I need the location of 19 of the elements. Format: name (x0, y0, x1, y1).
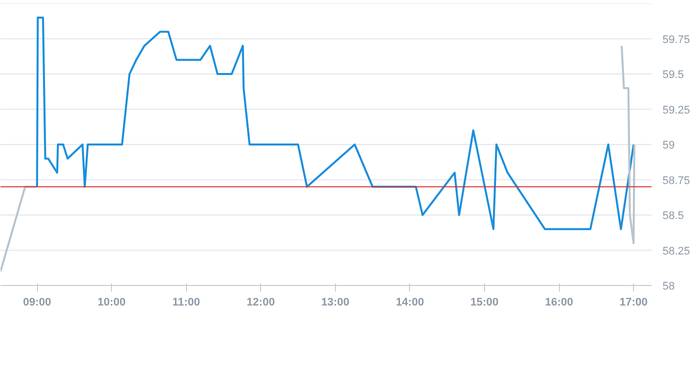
line-series (620, 44, 636, 244)
x-tick-label: 09:00 (22, 296, 52, 308)
x-tick-label: 12:00 (246, 296, 275, 308)
x-tick-label: 14:00 (396, 296, 424, 308)
x-tick-label: 11:00 (172, 296, 200, 308)
x-tick-label: 15:00 (470, 296, 499, 308)
x-tick-label: 16:00 (544, 296, 574, 308)
y-tick-label: 58.5 (662, 210, 684, 222)
y-tick-label: 59 (662, 140, 675, 152)
y-tick-label: 58.25 (662, 245, 690, 258)
x-tick-label: 17:00 (620, 296, 648, 308)
y-tick-label: 59.75 (662, 34, 690, 46)
y-tick-label: 58 (662, 280, 675, 292)
y-tick-label: 58.75 (662, 174, 690, 187)
line-series (36, 16, 635, 230)
x-tick-label: 10:00 (98, 296, 126, 308)
y-tick-label: 59.25 (662, 104, 690, 116)
y-tick-label: 59.5 (662, 69, 684, 81)
x-tick-label: 13:00 (321, 296, 350, 308)
